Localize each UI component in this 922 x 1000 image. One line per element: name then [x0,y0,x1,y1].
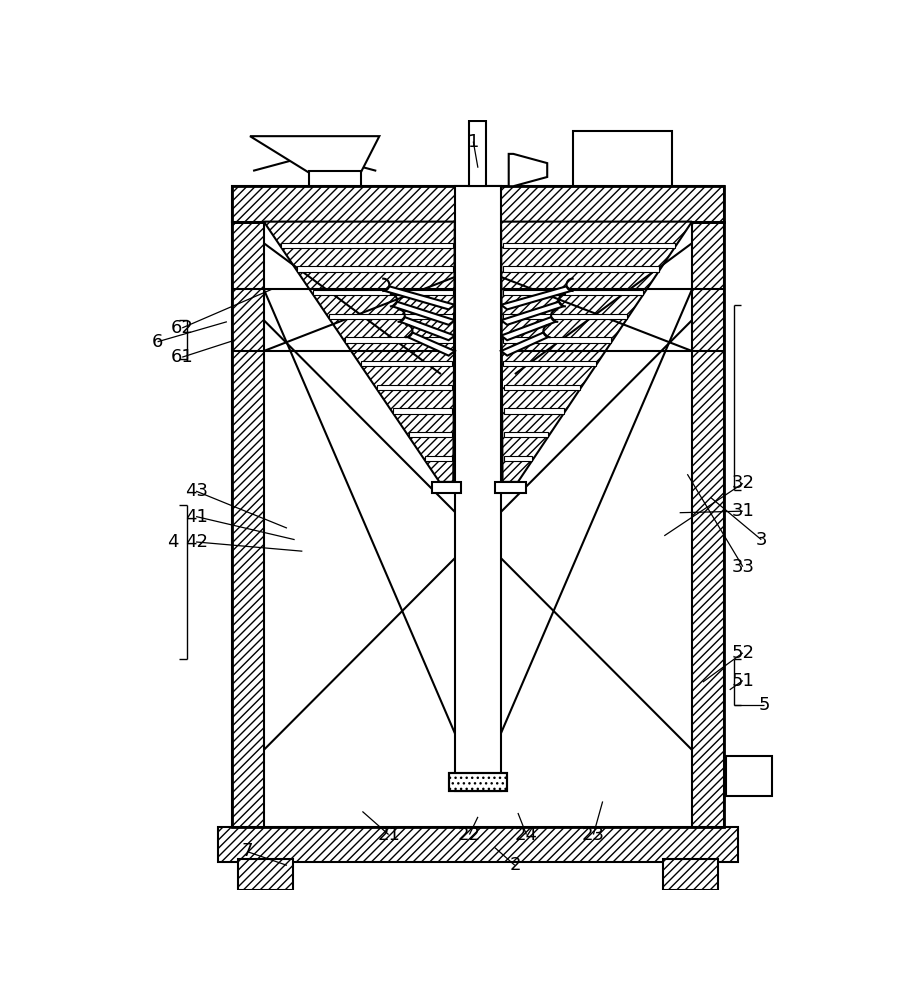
Bar [425,456,452,461]
Bar [297,266,453,272]
Polygon shape [400,317,455,340]
Bar [503,408,564,414]
Text: 52: 52 [731,644,754,662]
Bar [329,314,453,319]
Text: 41: 41 [184,508,207,526]
Polygon shape [264,222,455,482]
Bar [503,314,627,319]
Bar [503,361,596,366]
Text: 24: 24 [514,826,538,844]
Polygon shape [250,136,379,172]
Bar [503,290,643,295]
Text: 22: 22 [458,826,481,844]
Bar [502,243,675,248]
Bar [431,482,461,493]
Text: 4: 4 [167,533,179,551]
Text: 3: 3 [755,531,767,549]
Bar [218,827,739,862]
Text: 23: 23 [582,826,605,844]
Polygon shape [501,222,692,482]
Polygon shape [501,317,556,340]
Text: 6: 6 [152,333,163,351]
Bar [309,171,361,186]
Polygon shape [231,222,264,827]
Bar [449,773,507,791]
Polygon shape [501,333,548,356]
Text: 1: 1 [467,133,479,151]
Bar [503,385,580,390]
Bar [281,243,453,248]
Bar [504,456,532,461]
Bar [231,222,725,827]
Polygon shape [384,286,455,309]
Bar [573,131,672,186]
Bar [495,482,526,493]
Bar [502,266,659,272]
Bar [726,756,772,796]
Text: 43: 43 [184,482,207,500]
Bar [503,337,611,343]
Bar [361,361,453,366]
Text: 7: 7 [242,842,253,860]
Polygon shape [501,302,563,325]
Bar [345,337,453,343]
Polygon shape [408,333,455,356]
Text: 2: 2 [509,856,521,874]
Text: 5: 5 [759,696,770,714]
Bar [377,385,453,390]
Bar [393,408,452,414]
Bar [449,773,507,791]
Polygon shape [501,286,571,309]
Bar [503,432,548,437]
Bar [409,432,452,437]
Bar [663,859,718,890]
Polygon shape [509,154,548,186]
Bar [313,290,453,295]
Polygon shape [692,222,725,827]
Text: 31: 31 [731,502,754,520]
Text: 62: 62 [171,319,194,337]
Text: 42: 42 [184,533,207,551]
Bar [469,121,487,186]
Text: 32: 32 [731,474,754,492]
Bar [455,186,501,791]
Bar [231,186,725,222]
Bar [231,186,725,222]
Text: 61: 61 [171,348,194,366]
Text: 51: 51 [731,672,754,690]
Bar [238,859,293,890]
Polygon shape [393,302,455,325]
Text: 21: 21 [377,826,400,844]
Text: 33: 33 [731,558,754,576]
